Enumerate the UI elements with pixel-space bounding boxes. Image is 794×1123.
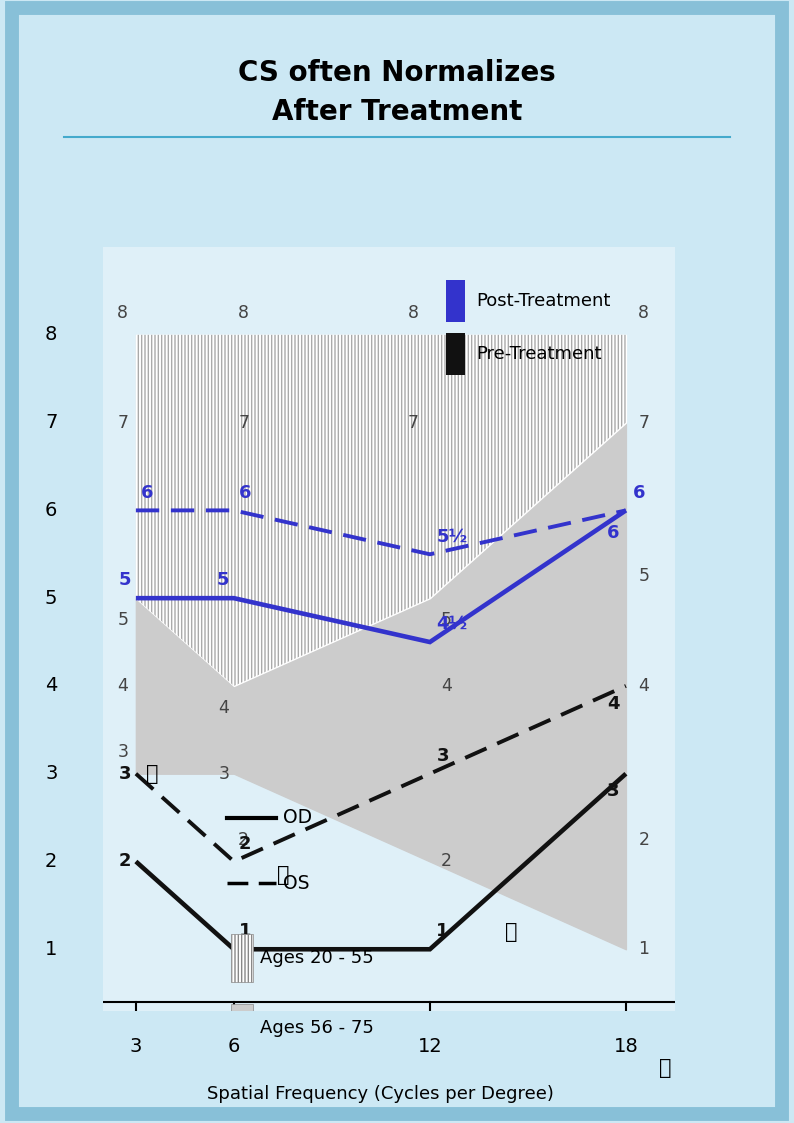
Text: 8: 8 [45,326,57,345]
Text: 2: 2 [441,852,452,870]
Text: 1: 1 [239,922,251,940]
Text: 7: 7 [118,413,129,431]
Text: Ⓑ: Ⓑ [276,865,289,885]
Text: 5: 5 [638,567,649,585]
Text: 5½: 5½ [437,528,468,546]
Text: 7: 7 [45,413,57,432]
Text: 5: 5 [441,611,452,629]
Text: After Treatment: After Treatment [272,99,522,126]
Text: 3: 3 [129,1037,142,1056]
Bar [230,934,253,983]
Text: 7: 7 [638,413,649,431]
Text: 6: 6 [633,484,645,502]
Text: OD: OD [283,809,312,828]
Text: 5: 5 [118,572,131,590]
Text: 6: 6 [228,1037,240,1056]
Text: 8: 8 [238,304,249,322]
Text: 8: 8 [408,304,419,322]
Text: 4: 4 [118,677,129,695]
Text: Ⓓ: Ⓓ [659,1058,672,1078]
FancyBboxPatch shape [446,332,465,375]
Text: 4: 4 [45,676,57,695]
Text: 5: 5 [45,588,57,608]
Text: Ages 56 - 75: Ages 56 - 75 [260,1020,374,1038]
Text: 5: 5 [118,611,129,629]
Text: Ⓐ: Ⓐ [146,764,159,784]
Text: 3: 3 [437,747,449,765]
Text: 4: 4 [441,677,452,695]
Text: 1: 1 [437,922,449,940]
Text: 1: 1 [638,940,649,958]
Text: Ages 20 - 55: Ages 20 - 55 [260,949,374,967]
Text: 7: 7 [238,413,249,431]
Text: 3: 3 [45,765,57,783]
Text: 2: 2 [118,852,131,870]
Text: 6: 6 [45,501,57,520]
Text: 7: 7 [408,413,419,431]
Text: 3: 3 [118,765,131,783]
Text: 2: 2 [238,831,249,849]
Text: 6: 6 [141,484,153,502]
Text: 2: 2 [45,852,57,871]
Text: 3: 3 [118,742,129,760]
Text: Pre-Treatment: Pre-Treatment [476,345,602,363]
Text: 3: 3 [607,783,619,801]
Text: CS often Normalizes: CS often Normalizes [238,60,556,86]
Text: 3: 3 [218,765,229,783]
Text: 8: 8 [118,304,129,322]
Text: 12: 12 [418,1037,442,1056]
Text: 6: 6 [607,523,619,541]
Text: 1: 1 [45,940,57,959]
Text: 4: 4 [638,677,649,695]
FancyBboxPatch shape [446,280,465,321]
Text: 4: 4 [218,699,229,716]
Text: 4½: 4½ [437,615,468,633]
Text: 4: 4 [607,695,619,713]
Text: 2: 2 [638,831,649,849]
Text: Post-Treatment: Post-Treatment [476,292,611,310]
Text: 18: 18 [614,1037,638,1056]
Text: 2: 2 [239,834,251,852]
Text: 5: 5 [217,572,229,590]
Text: 6: 6 [239,484,251,502]
Text: Spatial Frequency (Cycles per Degree): Spatial Frequency (Cycles per Degree) [207,1085,554,1103]
Text: Ⓒ: Ⓒ [505,922,518,942]
Text: 8: 8 [638,304,649,322]
Bar [230,1004,253,1052]
Text: OS: OS [283,874,310,893]
